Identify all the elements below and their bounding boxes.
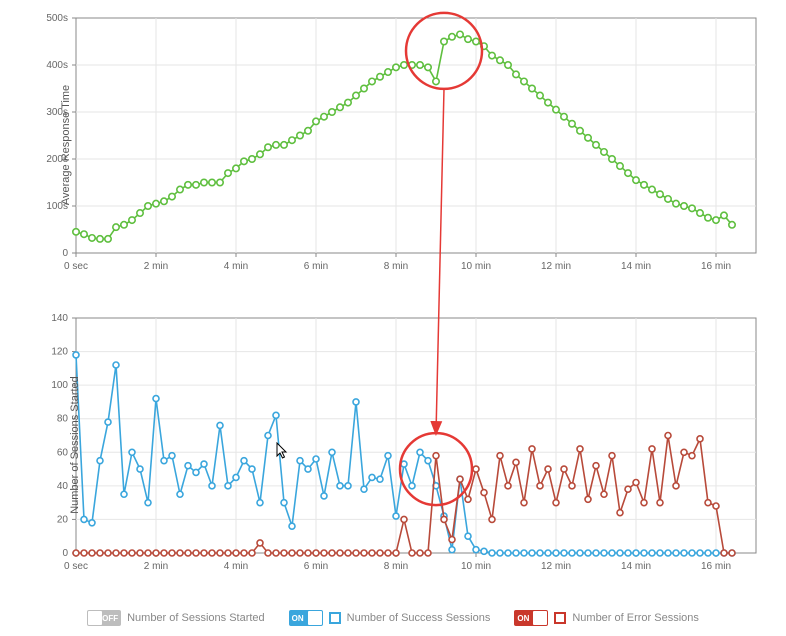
legend: OFF Number of Sessions Started ON Number… <box>10 610 776 626</box>
top-chart-svg: 0100s200s300s400s500s0 sec2 min4 min6 mi… <box>10 10 776 280</box>
top-chart: Average Response Time 0100s200s300s400s5… <box>10 10 776 280</box>
svg-text:0: 0 <box>62 248 68 259</box>
svg-text:0: 0 <box>62 548 68 559</box>
svg-text:500s: 500s <box>46 13 68 24</box>
legend-swatch-red <box>554 612 566 624</box>
svg-text:60: 60 <box>57 447 69 458</box>
svg-text:8 min: 8 min <box>384 261 408 272</box>
svg-text:4 min: 4 min <box>224 261 248 272</box>
svg-text:120: 120 <box>51 347 68 358</box>
legend-item-error-sessions[interactable]: ON Number of Error Sessions <box>514 610 699 626</box>
svg-text:0 sec: 0 sec <box>64 561 88 572</box>
svg-text:2 min: 2 min <box>144 561 168 572</box>
bottom-chart: Number of Sessions Started 0 20 40 60 80 100 1… <box>10 310 776 580</box>
legend-item-sessions-started[interactable]: OFF Number of Sessions Started <box>87 610 265 626</box>
svg-text:14 min: 14 min <box>621 261 651 272</box>
svg-text:6 min: 6 min <box>304 261 328 272</box>
legend-label: Number of Success Sessions <box>347 612 491 624</box>
toggle-off-icon[interactable]: OFF <box>87 610 121 626</box>
svg-text:10 min: 10 min <box>461 261 491 272</box>
toggle-on-icon[interactable]: ON <box>289 610 323 626</box>
svg-text:16 min: 16 min <box>701 261 731 272</box>
svg-text:400s: 400s <box>46 60 68 71</box>
svg-text:20: 20 <box>57 514 69 525</box>
legend-label: Number of Sessions Started <box>127 612 265 624</box>
svg-text:140: 140 <box>51 313 68 324</box>
toggle-on-icon[interactable]: ON <box>514 610 548 626</box>
svg-text:0 sec: 0 sec <box>64 261 88 272</box>
svg-text:14 min: 14 min <box>621 561 651 572</box>
svg-text:4 min: 4 min <box>224 561 248 572</box>
svg-text:80: 80 <box>57 414 69 425</box>
legend-item-success-sessions[interactable]: ON Number of Success Sessions <box>289 610 491 626</box>
svg-text:16 min: 16 min <box>701 561 731 572</box>
bottom-chart-svg: 0 20 40 60 80 100 120 140 0 sec 2 min 4 min 6 min 8 … <box>10 310 776 580</box>
svg-text:10 min: 10 min <box>461 561 491 572</box>
svg-text:6 min: 6 min <box>304 561 328 572</box>
svg-text:2 min: 2 min <box>144 261 168 272</box>
svg-text:100: 100 <box>51 380 68 391</box>
svg-text:12 min: 12 min <box>541 561 571 572</box>
legend-label: Number of Error Sessions <box>572 612 699 624</box>
svg-text:8 min: 8 min <box>384 561 408 572</box>
svg-text:40: 40 <box>57 481 69 492</box>
top-chart-ylabel: Average Response Time <box>60 85 72 205</box>
legend-swatch-blue <box>329 612 341 624</box>
bottom-chart-ylabel: Number of Sessions Started <box>69 376 81 514</box>
svg-text:12 min: 12 min <box>541 261 571 272</box>
